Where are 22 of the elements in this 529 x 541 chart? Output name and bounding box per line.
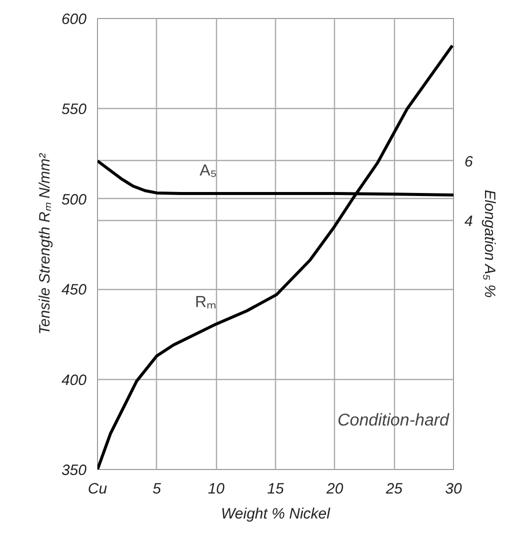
y-tick-label: 550 [61,101,88,118]
x-tick-label: 25 [384,480,404,498]
x-tick-label: 10 [208,480,226,498]
y-tick-label: 400 [61,372,88,389]
line-series [98,44,454,470]
y2-tick-label: 4 [464,212,473,230]
x-tick-label: 5 [152,480,162,498]
y-tick-label: 350 [61,462,88,479]
y-axis-title: Tensile Strength Rₘ N/mm² [36,152,54,334]
series-label: Rₘ [195,294,217,312]
x-tick-label: Cu [88,480,108,498]
y2-axis-title: Elongation A₅ % [480,190,498,298]
x-axis-title: Weight % Nickel [221,506,331,522]
annotation: Condition-hard [338,410,450,430]
y-tick-label: 600 [61,11,88,28]
x-tick-label: 30 [445,480,462,498]
x-tick-label: 15 [267,480,284,498]
y-tick-label: 450 [61,282,88,299]
x-tick-label: 20 [325,480,344,498]
y-tick-label: 500 [61,191,88,208]
y2-tick-label: 6 [464,153,474,170]
series-label: A₅ [200,162,217,180]
